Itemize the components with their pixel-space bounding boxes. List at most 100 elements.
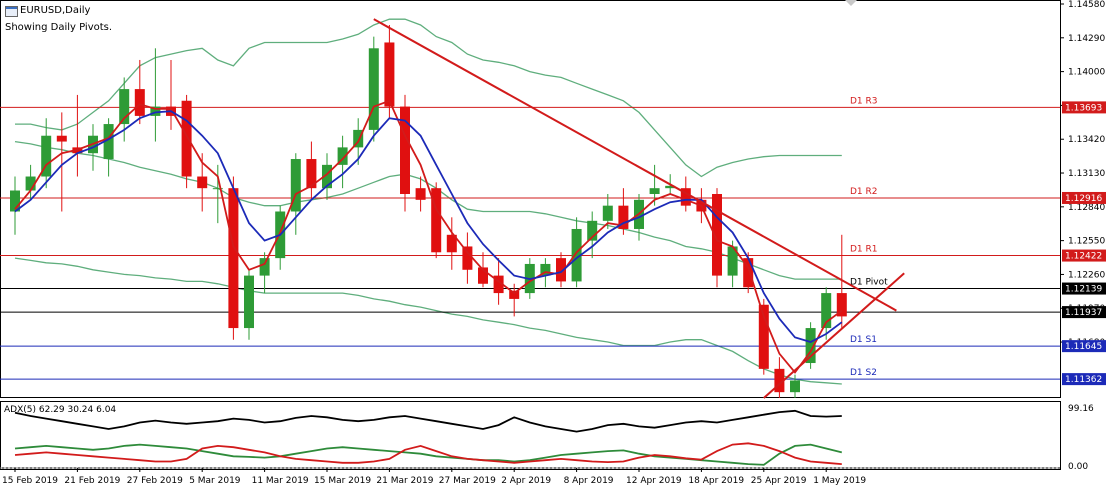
time-tick-label: 27 Mar 2019: [439, 476, 496, 486]
chart-dropdown-icon[interactable]: [845, 0, 857, 6]
bear-candle: [680, 188, 691, 206]
bear-candle: [306, 159, 317, 189]
indicator-scale-bottom: 0.00: [1068, 462, 1088, 472]
price-level-tag-text: 1.11362: [1065, 375, 1102, 385]
bear-candle: [509, 290, 520, 299]
fast-moving-average: [14, 99, 843, 374]
price-level-tag-bg: [1062, 101, 1106, 114]
time-tick-label: 15 Feb 2019: [2, 476, 58, 486]
resistance-trendline: [373, 18, 897, 312]
bear-candle: [462, 246, 473, 270]
bollinger-lower-line: [14, 257, 842, 385]
price-level-tag-bg: [1062, 249, 1106, 262]
adx-main-line: [14, 409, 842, 433]
price-tick-label: 1.14290: [1068, 34, 1105, 44]
bear-candle: [415, 188, 426, 200]
time-tick-label: 8 Apr 2019: [564, 476, 614, 486]
indicator-scale-top: 99.16: [1068, 404, 1094, 414]
price-tick-label: 1.12840: [1068, 203, 1105, 213]
bollinger-middle-line: [14, 140, 842, 280]
pivot-level-name: D1 R3: [850, 96, 878, 106]
time-tick-label: 1 May 2019: [813, 476, 866, 486]
time-tick-label: 21 Mar 2019: [376, 476, 433, 486]
bear-candle: [134, 89, 145, 116]
time-tick-label: 27 Feb 2019: [127, 476, 183, 486]
bull-candle: [540, 263, 551, 276]
bear-candle: [197, 176, 208, 189]
bear-candle: [56, 135, 67, 142]
bull-candle: [571, 228, 582, 282]
time-tick-label: 18 Apr 2019: [688, 476, 744, 486]
bull-candle: [25, 176, 36, 191]
price-level-tag-bg: [1062, 306, 1106, 319]
price-level-tag: 1.12422: [1062, 249, 1106, 262]
time-tick-label: 15 Mar 2019: [314, 476, 371, 486]
bear-candle: [384, 42, 395, 107]
price-level-tag-text: 1.12422: [1065, 252, 1102, 262]
bull-candle: [290, 159, 301, 212]
bull-candle: [322, 164, 332, 189]
bull-candle: [103, 124, 114, 160]
bear-candle: [478, 267, 488, 284]
price-level-tag-bg: [1062, 373, 1106, 386]
bull-candle: [665, 185, 676, 189]
bull-candle: [805, 328, 816, 364]
price-tick-label: 1.14000: [1068, 68, 1105, 78]
time-tick-label: 2 Apr 2019: [501, 476, 551, 486]
price-tick-label: 1.12550: [1068, 237, 1105, 247]
bear-candle: [836, 293, 847, 317]
bull-candle: [649, 188, 660, 195]
pivot-level-name: D1 Pivot: [850, 278, 888, 288]
adx-minus-di-line: [14, 442, 842, 465]
bollinger-upper-line: [15, 18, 842, 178]
price-level-tag-bg: [1062, 282, 1106, 295]
price-level-tag: 1.11362: [1062, 373, 1106, 386]
pivot-level-name: D1 R2: [850, 187, 878, 197]
bull-candle: [259, 258, 270, 276]
adx-plus-di-line: [14, 443, 843, 466]
time-tick-label: 11 Mar 2019: [252, 476, 309, 486]
price-tick-label: 1.13130: [1068, 169, 1105, 179]
bear-candle: [431, 188, 442, 253]
price-level-tag: 1.13693: [1062, 101, 1106, 114]
chart-window-icon: [5, 6, 18, 17]
bull-candle: [587, 220, 598, 241]
bull-candle: [337, 147, 348, 165]
bull-candle: [150, 106, 161, 116]
price-level-tag-bg: [1062, 191, 1106, 204]
time-tick-label: 21 Feb 2019: [64, 476, 120, 486]
price-level-tag-bg: [1062, 340, 1106, 353]
price-tick-label: 1.13420: [1068, 135, 1105, 145]
bear-candle: [618, 205, 629, 229]
price-level-tag-text: 1.12916: [1065, 194, 1102, 204]
bull-candle: [790, 380, 800, 393]
pivot-level-name: D1 R1: [850, 245, 878, 255]
bull-candle: [727, 246, 738, 276]
indicator-label: ADX(5) 62.29 30.24 6.04: [4, 405, 116, 415]
price-level-tag: 1.12139: [1062, 282, 1106, 295]
price-level-tag: 1.11937: [1062, 306, 1106, 319]
bear-candle: [743, 258, 754, 288]
bear-candle: [446, 234, 457, 253]
bull-candle: [119, 89, 130, 125]
bear-candle: [228, 188, 239, 329]
bear-candle: [712, 194, 722, 276]
bull-candle: [212, 188, 223, 190]
price-level-tag-text: 1.11645: [1065, 342, 1102, 352]
bull-candle: [821, 293, 832, 329]
price-level-tag-text: 1.13693: [1065, 103, 1102, 113]
pivot-level-name: D1 S2: [850, 368, 877, 378]
bear-candle: [400, 106, 410, 195]
bull-candle: [41, 135, 52, 177]
bull-candle: [602, 205, 613, 221]
bear-candle: [774, 368, 785, 393]
bull-candle: [353, 129, 364, 148]
chart-title: EURUSD,Daily: [20, 5, 91, 16]
bear-candle: [181, 100, 192, 177]
price-level-tag-text: 1.12139: [1065, 285, 1102, 295]
bull-candle: [10, 190, 20, 212]
bull-candle: [244, 275, 254, 329]
chart-subtitle: Showing Daily Pivots.: [5, 22, 113, 33]
price-tick-label: 1.14580: [1068, 0, 1105, 10]
